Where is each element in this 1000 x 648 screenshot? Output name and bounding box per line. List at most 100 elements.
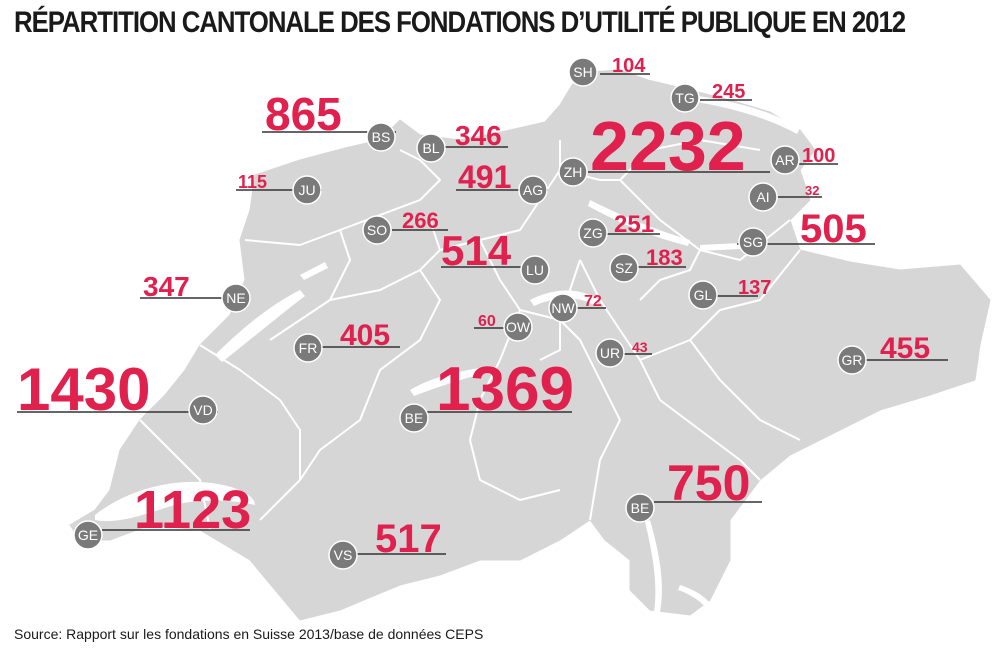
canton-badge: [416, 133, 446, 163]
foundation-count: 60: [478, 313, 496, 330]
canton-code: LU: [526, 262, 544, 278]
foundation-count: 251: [614, 211, 654, 238]
canton-code: SZ: [615, 260, 633, 276]
canton-label-ow: OW 60: [474, 312, 533, 342]
foundation-count: 245: [712, 81, 745, 103]
canton-code: JU: [298, 182, 315, 198]
foundation-count: 32: [805, 183, 819, 198]
canton-badge: [328, 540, 358, 570]
canton-badge: [770, 145, 800, 175]
canton-badge: [595, 338, 625, 368]
lakes: [95, 95, 800, 612]
canton-badge: [670, 83, 700, 113]
map-title: RÉPARTITION CANTONALE DES FONDATIONS D’U…: [14, 6, 906, 39]
canton-badge: [837, 345, 867, 375]
canton-code: BL: [422, 140, 439, 156]
canton-badge: [625, 493, 655, 523]
lake-maggiore: [645, 520, 662, 612]
canton-badge: [568, 57, 598, 87]
foundation-count: 104: [612, 55, 646, 77]
canton-label-zg: ZG 251: [578, 211, 660, 248]
canton-label-vd: VD 1430: [17, 356, 218, 425]
canton-label-zh: ZH 2232: [558, 107, 770, 187]
canton-badge: [221, 283, 251, 313]
foundation-count: 100: [802, 145, 835, 167]
canton-label-ur: UR 43: [595, 338, 652, 368]
canton-code: SO: [367, 222, 387, 238]
canton-label-so: SO 266: [362, 208, 448, 245]
canton-code: TG: [675, 90, 694, 106]
canton-badge: [520, 255, 550, 285]
canton-label-be: BE 1369: [399, 355, 574, 433]
foundation-count: 750: [667, 455, 750, 511]
lake-thun-brienz: [410, 368, 482, 396]
foundation-count: 347: [143, 271, 190, 302]
canton-label-sz: SZ 183: [609, 245, 686, 283]
canton-labels: SH 104 TG 245 BS 865 BL 346 ZH 2232 AR 100 JU 115 AG 49…: [17, 55, 948, 570]
canton-code: ZG: [583, 225, 602, 241]
source-note: Source: Rapport sur les fondations en Su…: [14, 626, 484, 642]
canton-badge: [188, 395, 218, 425]
lake-biel: [300, 262, 328, 280]
canton-badge: [292, 175, 322, 205]
canton-label-fr: FR 405: [293, 319, 400, 363]
canton-code: UR: [600, 345, 620, 361]
foundation-count: 346: [455, 120, 502, 151]
lake-lugano: [678, 585, 715, 612]
foundation-count: 137: [738, 277, 771, 299]
canton-label-ai: AI 32: [748, 182, 822, 212]
foundation-count: 491: [458, 159, 511, 195]
canton-code: BE: [631, 500, 650, 516]
foundation-count: 505: [800, 207, 867, 251]
lake-walensee: [700, 243, 740, 251]
canton-label-ne: NE 347: [140, 271, 251, 313]
foundation-count: 405: [340, 319, 390, 352]
lake-constance: [690, 95, 800, 134]
foundation-count: 2232: [590, 107, 746, 185]
canton-badge: [73, 520, 103, 550]
canton-code: NE: [226, 290, 245, 306]
canton-label-vs: VS 517: [328, 517, 446, 570]
canton-badge: [399, 403, 429, 433]
canton-code: GE: [78, 527, 98, 543]
foundation-count: 865: [265, 88, 342, 140]
foundation-count: 72: [584, 293, 602, 310]
canton-code: ZH: [564, 164, 583, 180]
canton-label-gr: GR 455: [837, 332, 948, 375]
canton-code: AI: [756, 189, 769, 205]
canton-code: OW: [506, 319, 531, 335]
canton-label-gl: GL 137: [688, 277, 771, 310]
canton-label-ag: AG 491: [456, 159, 548, 205]
canton-badge: [748, 182, 778, 212]
foundation-count: 455: [880, 332, 930, 365]
foundation-count: 1369: [436, 355, 574, 424]
canton-badge: [578, 218, 608, 248]
foundation-count: 514: [441, 227, 512, 274]
canton-label-bs: BS 865: [262, 88, 396, 152]
canton-label-ge: GE 1123: [73, 480, 251, 550]
canton-badge: [548, 293, 578, 323]
canton-label-nw: NW 72: [548, 293, 606, 323]
canton-code: GL: [694, 287, 713, 303]
canton-label-ar: AR 100: [770, 145, 838, 175]
canton-badge: [518, 175, 548, 205]
canton-badge: [609, 253, 639, 283]
canton-code: GR: [842, 352, 863, 368]
canton-label-lu: LU 514: [441, 227, 550, 285]
lake-neuchatel: [215, 290, 305, 362]
foundation-count: 183: [646, 245, 683, 270]
canton-code: FR: [299, 340, 318, 356]
lake-zurich: [588, 200, 690, 246]
foundation-count: 1430: [17, 356, 150, 423]
canton-label-sg: SG 505: [737, 207, 875, 257]
canton-badge: [688, 280, 718, 310]
foundation-count: 517: [375, 517, 442, 561]
lake-geneva: [95, 481, 255, 522]
canton-code: SG: [743, 234, 763, 250]
canton-label-sh: SH 104: [568, 55, 650, 87]
canton-label-be: BE 750: [625, 455, 762, 523]
canton-code: AG: [523, 182, 543, 198]
foundation-count: 43: [632, 339, 648, 355]
canton-code: NW: [551, 300, 575, 316]
